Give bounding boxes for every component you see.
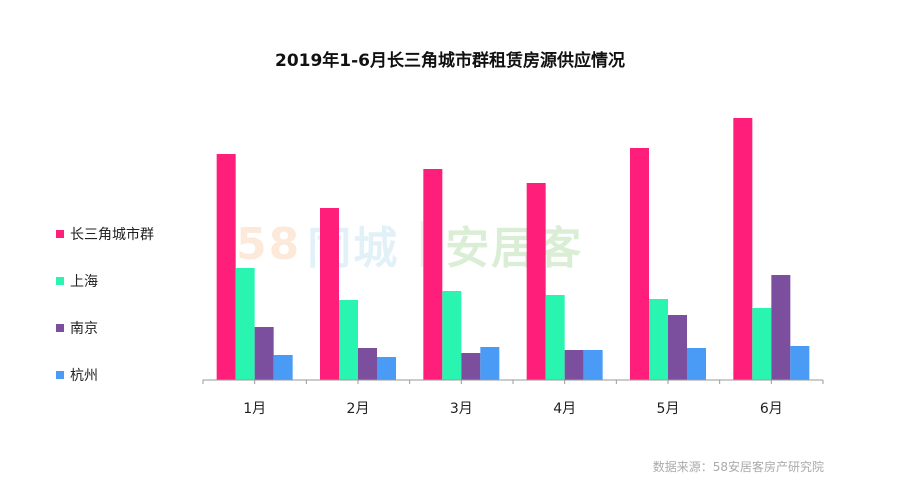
legend-item: 杭州 bbox=[56, 351, 154, 398]
legend-label: 杭州 bbox=[70, 367, 98, 384]
legend: 长三角城市群 上海 南京 杭州 bbox=[56, 210, 154, 398]
x-tick-label: 3月 bbox=[450, 401, 473, 417]
bar bbox=[583, 350, 603, 380]
bar bbox=[339, 300, 358, 380]
legend-label: 长三角城市群 bbox=[70, 226, 154, 243]
chart-title: 2019年1-6月长三角城市群租赁房源供应情况 bbox=[274, 51, 626, 71]
bar bbox=[358, 348, 377, 380]
bar bbox=[630, 148, 649, 380]
bar bbox=[771, 275, 791, 380]
legend-item: 上海 bbox=[56, 257, 154, 304]
bar bbox=[216, 154, 236, 380]
x-tick-label: 6月 bbox=[760, 401, 783, 417]
bar bbox=[687, 348, 706, 380]
legend-label: 南京 bbox=[70, 320, 98, 337]
bar bbox=[461, 353, 481, 380]
legend-swatch bbox=[56, 276, 64, 285]
legend-label: 上海 bbox=[70, 273, 98, 290]
bar bbox=[545, 295, 565, 380]
legend-swatch bbox=[56, 370, 64, 379]
bar bbox=[564, 350, 584, 380]
bar bbox=[320, 208, 339, 380]
x-tick-label: 2月 bbox=[347, 401, 370, 417]
x-tick-label: 5月 bbox=[657, 401, 680, 417]
bar bbox=[733, 118, 753, 380]
bar bbox=[790, 346, 810, 380]
bar bbox=[480, 347, 500, 380]
legend-swatch bbox=[56, 323, 64, 332]
bar bbox=[526, 183, 546, 380]
bar bbox=[649, 299, 668, 380]
bar bbox=[442, 291, 462, 380]
legend-item: 南京 bbox=[56, 304, 154, 351]
bar bbox=[235, 268, 255, 380]
x-tick-label: 1月 bbox=[243, 401, 266, 417]
legend-item: 长三角城市群 bbox=[56, 210, 154, 257]
bar bbox=[752, 308, 772, 380]
bar bbox=[423, 169, 443, 380]
legend-swatch bbox=[56, 229, 64, 238]
bar bbox=[254, 327, 274, 380]
bar bbox=[668, 315, 687, 380]
bar bbox=[273, 355, 293, 380]
source-note: 数据来源：58安居客房产研究院 bbox=[652, 460, 824, 474]
bar bbox=[377, 357, 396, 380]
x-tick-label: 4月 bbox=[553, 401, 576, 417]
